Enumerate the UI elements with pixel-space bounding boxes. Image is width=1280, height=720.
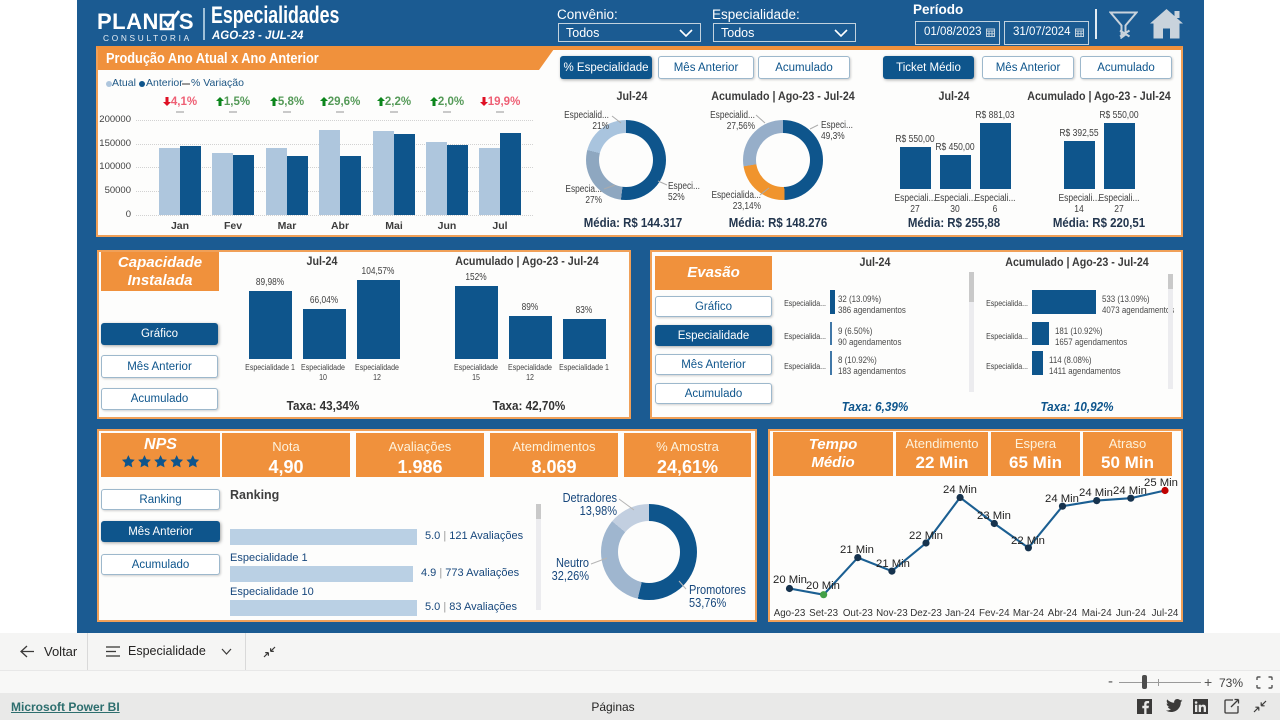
svg-text:Dez-23: Dez-23 [910,608,942,619]
svg-text:Mai-24: Mai-24 [1082,608,1112,619]
svg-text:24 Min: 24 Min [943,484,977,496]
svg-text:23 Min: 23 Min [977,510,1011,522]
svg-text:Abr-24: Abr-24 [1048,608,1078,619]
svg-text:20 Min: 20 Min [806,580,840,592]
svg-text:Jan-24: Jan-24 [945,608,976,619]
svg-text:24 Min: 24 Min [1045,493,1079,505]
svg-text:21 Min: 21 Min [876,558,910,570]
svg-text:Nov-23: Nov-23 [876,608,908,619]
svg-text:Out-23: Out-23 [843,608,874,619]
svg-text:25 Min: 25 Min [1144,477,1178,489]
svg-text:24 Min: 24 Min [1113,485,1147,497]
svg-text:22 Min: 22 Min [1011,535,1045,547]
svg-text:Mar-24: Mar-24 [1013,608,1045,619]
svg-text:24 Min: 24 Min [1079,487,1113,499]
svg-text:22 Min: 22 Min [909,530,943,542]
svg-text:Jun-24: Jun-24 [1116,608,1147,619]
svg-text:Fev-24: Fev-24 [979,608,1010,619]
svg-text:Ago-23: Ago-23 [774,608,806,619]
svg-text:20 Min: 20 Min [773,574,807,586]
svg-text:Set-23: Set-23 [809,608,838,619]
svg-text:21 Min: 21 Min [840,544,874,556]
svg-text:Jul-24: Jul-24 [1152,608,1179,619]
